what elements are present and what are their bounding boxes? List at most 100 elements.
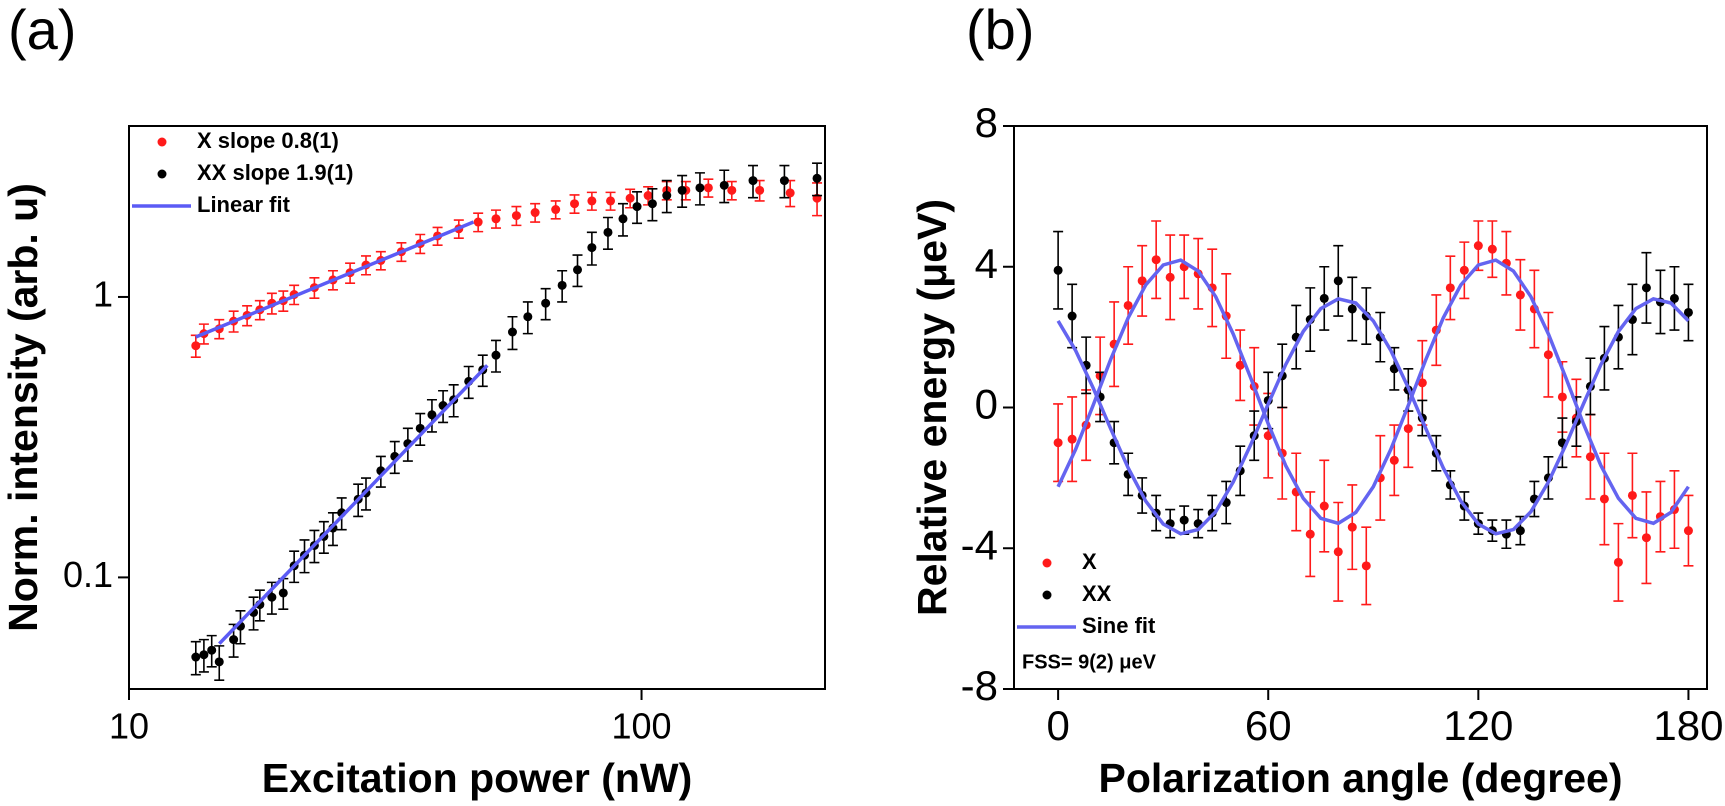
data-point [199, 650, 209, 660]
x-axis-label: Excitation power (nW) [262, 755, 693, 801]
y-tick-label: -4 [961, 521, 998, 568]
data-point [1347, 522, 1357, 532]
data-point [530, 208, 540, 218]
data-point [1641, 283, 1651, 293]
data-point [643, 191, 653, 201]
x-tick-label: 180 [1653, 702, 1723, 749]
data-point [1459, 265, 1469, 275]
data-point [541, 298, 551, 308]
data-point [603, 227, 613, 237]
y-tick-label: 0.1 [63, 554, 113, 595]
data-point [1389, 455, 1399, 465]
data-point [662, 191, 672, 201]
data-point [748, 176, 758, 186]
plot-frame [128, 125, 826, 690]
data-point [507, 327, 517, 337]
data-point [1067, 434, 1077, 444]
data-point [587, 243, 597, 253]
data-point [727, 185, 737, 195]
data-point [557, 280, 567, 290]
data-point [1669, 293, 1679, 303]
data-point [214, 657, 224, 667]
legend-label: XX slope 1.9(1) [197, 160, 354, 185]
y-axis-label: Norm. intensity (arb. u) [0, 183, 46, 632]
data-point [1235, 360, 1245, 370]
fit-line [218, 364, 489, 645]
data-point [1613, 557, 1623, 567]
data-point [1179, 515, 1189, 525]
legend-marker [1042, 558, 1052, 568]
fit-line [195, 220, 475, 339]
data-point [1627, 490, 1637, 500]
legend-marker [157, 169, 167, 179]
legend-marker [1042, 590, 1052, 600]
panel-label: (b) [966, 0, 1034, 61]
x-tick-label: 10 [109, 706, 149, 747]
data-point [1557, 392, 1567, 402]
data-point [1347, 304, 1357, 314]
data-point [618, 214, 628, 224]
y-axis-label: Relative energy (μeV) [909, 199, 955, 616]
data-point [677, 185, 687, 195]
data-point [229, 635, 239, 645]
data-point [695, 183, 705, 193]
data-point [779, 176, 789, 186]
data-point [1641, 533, 1651, 543]
data-point [703, 183, 713, 193]
data-point [1305, 529, 1315, 539]
y-tick-label: -8 [961, 662, 998, 709]
x-axis-label: Polarization angle (degree) [1099, 755, 1623, 801]
data-point [1165, 272, 1175, 282]
data-point [785, 188, 795, 198]
data-point [1333, 276, 1343, 286]
data-point [606, 196, 616, 206]
data-point [511, 211, 521, 221]
data-point [1333, 547, 1343, 557]
data-point [1067, 311, 1077, 321]
data-point [1543, 350, 1553, 360]
x-tick-label: 120 [1443, 702, 1513, 749]
data-point [491, 214, 501, 224]
data-point [267, 592, 277, 602]
x-tick-label: 60 [1245, 702, 1292, 749]
data-point [570, 199, 580, 209]
data-point [1053, 438, 1063, 448]
data-point [523, 312, 533, 322]
data-point [625, 193, 635, 203]
x-tick-label: 100 [612, 706, 672, 747]
data-point [1137, 276, 1147, 286]
data-point [632, 202, 642, 212]
data-point [719, 180, 729, 190]
data-point [755, 185, 765, 195]
data-point [1151, 255, 1161, 265]
data-point [427, 410, 437, 420]
annotation: FSS= 9(2) μeV [1022, 651, 1157, 673]
data-point [1403, 424, 1413, 434]
y-tick-label: 1 [93, 273, 113, 314]
data-point [1123, 300, 1133, 310]
legend-label: X slope 0.8(1) [197, 128, 339, 153]
data-point [491, 350, 501, 360]
data-point [1683, 526, 1693, 536]
data-point [551, 205, 561, 215]
data-point [573, 265, 583, 275]
data-point [1319, 293, 1329, 303]
data-point [1515, 290, 1525, 300]
y-tick-label: 0 [975, 381, 998, 428]
data-point [278, 588, 288, 598]
fit-line [1056, 296, 1690, 536]
y-tick-label: 4 [975, 240, 998, 287]
data-point [1319, 501, 1329, 511]
data-point [191, 652, 201, 662]
data-point [1683, 307, 1693, 317]
data-point [1515, 526, 1525, 536]
legend-marker [157, 137, 167, 147]
data-point [1599, 494, 1609, 504]
panel-label: (a) [8, 0, 76, 61]
legend-label: Linear fit [197, 192, 291, 217]
legend-label: X [1082, 549, 1097, 574]
data-point [207, 645, 217, 655]
data-point [1473, 241, 1483, 251]
data-point [1445, 283, 1455, 293]
data-point [812, 173, 822, 183]
